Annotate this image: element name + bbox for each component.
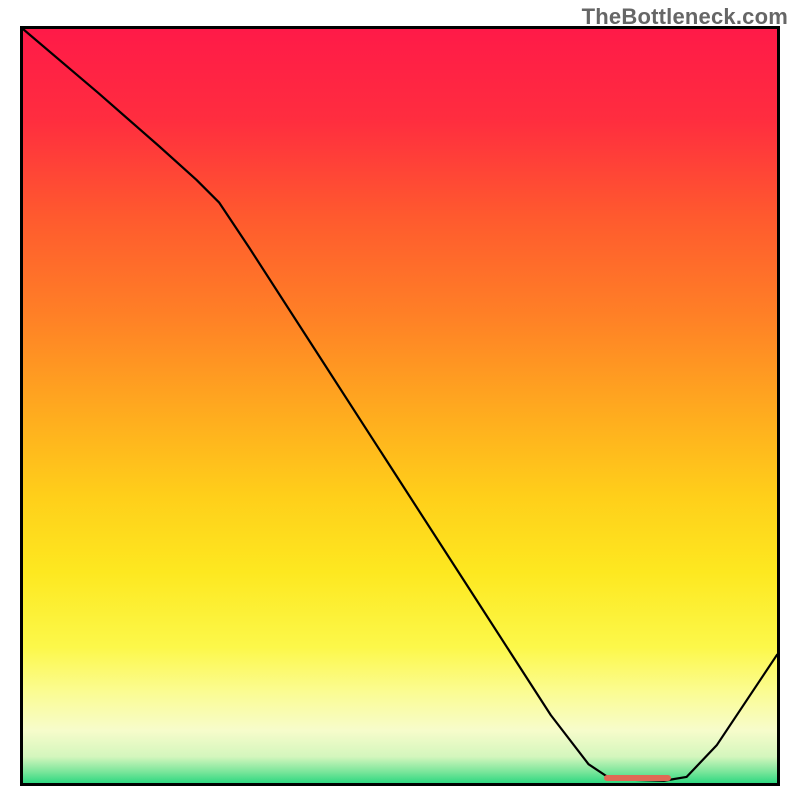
bottleneck-curve	[23, 29, 777, 783]
optimal-range-marker	[604, 775, 672, 781]
curve-path	[23, 29, 777, 781]
bottleneck-chart	[20, 26, 780, 786]
